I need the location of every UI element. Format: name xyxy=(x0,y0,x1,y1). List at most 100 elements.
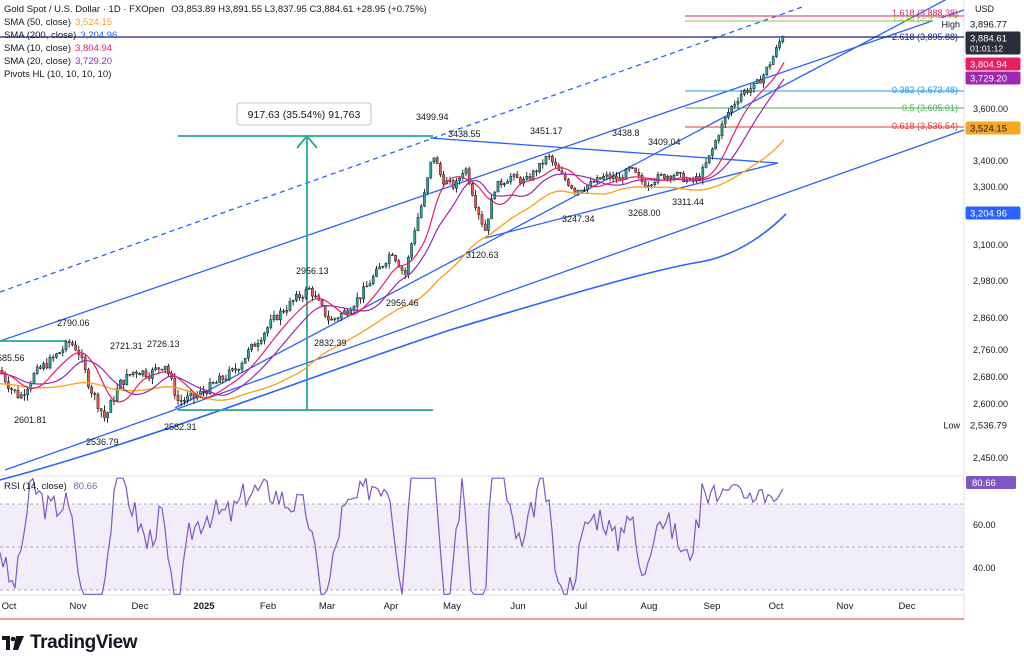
candle xyxy=(330,316,333,321)
x-tick-label: 2025 xyxy=(193,601,215,612)
candle xyxy=(275,313,279,321)
candle xyxy=(611,171,615,182)
candle xyxy=(39,364,42,370)
candle xyxy=(391,252,394,256)
candle xyxy=(765,66,769,77)
rsi-label: RSI (14, close) xyxy=(4,481,67,492)
sma200-line xyxy=(0,213,787,481)
price-chart[interactable]: 3499.94 3438.55 3451.17 3438.8 3409.04 3247.3… xyxy=(0,0,1024,620)
candle xyxy=(659,172,663,176)
pivot-label: 3499.94 xyxy=(416,112,449,122)
candle xyxy=(314,290,317,299)
y-tick-label: 2,760.00 xyxy=(973,345,1008,355)
indicator-row[interactable]: SMA (50, close) 3,524.15 xyxy=(4,16,427,29)
candle xyxy=(499,178,503,188)
pivot-label: 2536.79 xyxy=(86,437,119,447)
price-tag-label: Low xyxy=(943,421,960,431)
brand-name: TradingView xyxy=(30,632,138,653)
candle xyxy=(490,195,493,220)
x-tick-label: Feb xyxy=(260,601,276,612)
price-tag: 3,896.77 High xyxy=(933,18,1020,31)
pivot-label: 2790.06 xyxy=(57,318,90,328)
y-tick-label: 2,600.00 xyxy=(973,399,1008,409)
candle xyxy=(365,280,369,288)
measure-tool xyxy=(0,134,433,411)
time-axis[interactable]: Oct Nov Dec 2025 Feb Mar Apr May Jun Jul Aug Sep Oct… xyxy=(2,601,916,612)
countdown: 01:01:12 xyxy=(970,44,1003,54)
candle xyxy=(410,242,413,262)
symbol-title: Gold Spot / U.S. Dollar · 1D · FXOpen xyxy=(4,4,165,15)
pivot-label: 2726.13 xyxy=(147,339,180,349)
footer xyxy=(0,620,1024,669)
price-tag-value: 3,884.61 xyxy=(970,34,1007,45)
candle xyxy=(61,345,65,357)
candle xyxy=(368,280,372,287)
candle xyxy=(451,178,455,191)
indicator-label: SMA (10, close) xyxy=(4,43,72,54)
y-tick-label: 3,600.00 xyxy=(973,104,1008,114)
candle xyxy=(167,363,170,378)
candle xyxy=(45,357,49,370)
candle xyxy=(528,173,532,181)
indicator-label: SMA (200, close) xyxy=(4,30,77,41)
chart-area[interactable]: 3499.94 3438.55 3451.17 3438.8 3409.04 3247.3… xyxy=(0,0,1024,620)
indicator-row[interactable]: SMA (20, close) 3,729.20 xyxy=(4,55,427,68)
candle xyxy=(749,83,753,97)
candle xyxy=(423,188,426,208)
price-tag-value: 3,896.77 xyxy=(970,20,1007,31)
candle xyxy=(352,304,356,313)
candle xyxy=(339,312,343,322)
price-tag: 3,524.15 xyxy=(965,121,1021,135)
price-tag: 3,729.20 xyxy=(965,71,1021,85)
candle xyxy=(371,274,375,286)
candle xyxy=(74,340,77,351)
indicator-row[interactable]: SMA (200, close) 3,204.96 xyxy=(4,29,427,42)
candle xyxy=(109,398,113,413)
candle xyxy=(19,391,23,399)
tradingview-logo[interactable]: TradingView xyxy=(2,632,138,654)
candle xyxy=(547,153,551,161)
candle xyxy=(419,203,423,219)
candle xyxy=(720,120,724,140)
price-tag: 3,804.94 xyxy=(965,57,1021,71)
candle xyxy=(176,389,180,405)
indicator-label: SMA (20, close) xyxy=(4,56,72,67)
candle xyxy=(599,177,602,180)
candle xyxy=(259,337,263,345)
candle xyxy=(778,38,781,51)
price-tag: 3,204.96 xyxy=(965,206,1021,220)
candle xyxy=(442,170,445,186)
sma20-line xyxy=(0,78,785,396)
indicator-row[interactable]: Pivots HL (10, 10, 10, 10) xyxy=(4,68,427,81)
candle xyxy=(618,172,621,180)
candle xyxy=(253,341,257,347)
candle xyxy=(247,347,250,362)
candle xyxy=(160,368,164,371)
candle xyxy=(733,100,737,109)
price-axis[interactable]: 3,600.00 3,400.00 3,300.00 3,100.00 2,980.00… xyxy=(973,104,1008,573)
candle xyxy=(541,159,545,169)
candle xyxy=(189,389,193,401)
candle xyxy=(474,190,477,211)
candle xyxy=(675,171,679,176)
candle xyxy=(301,295,305,303)
candle xyxy=(202,385,205,397)
pivot-label: 2721.31 xyxy=(110,341,143,351)
candle xyxy=(285,305,289,316)
candle xyxy=(90,384,93,398)
candle xyxy=(266,326,269,337)
candle xyxy=(13,389,17,394)
candle xyxy=(387,251,391,269)
candle xyxy=(394,254,397,263)
candle xyxy=(151,367,154,385)
candle xyxy=(781,35,785,44)
candle xyxy=(375,265,378,278)
candle xyxy=(269,314,273,330)
candle xyxy=(416,212,420,232)
candle xyxy=(55,352,58,359)
price-tag: 2,536.79 Low xyxy=(939,419,1020,432)
candle xyxy=(295,290,298,303)
candle xyxy=(35,364,39,375)
indicator-row[interactable]: SMA (10, close) 3,804.94 xyxy=(4,42,427,55)
pivot-label: 3409.04 xyxy=(648,137,681,147)
